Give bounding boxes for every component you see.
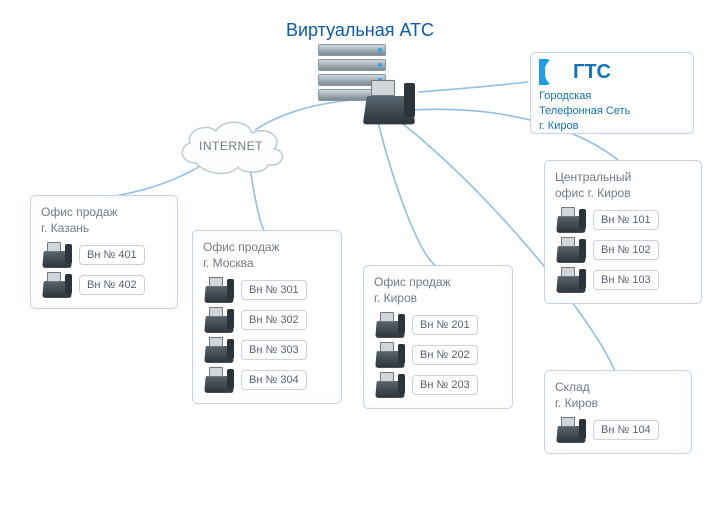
office-title-l1: Офис продаж xyxy=(41,204,167,220)
ext-row: Вн № 303 xyxy=(203,337,331,363)
office-moscow: Офис продаж г. Москва Вн № 301 Вн № 302 … xyxy=(192,230,342,404)
phone-icon xyxy=(374,372,406,398)
office-title-l2: офис г. Киров xyxy=(555,185,691,201)
phone-icon xyxy=(374,312,406,338)
ext-label: Вн № 301 xyxy=(241,280,307,300)
internet-cloud: INTERNET xyxy=(172,115,290,177)
office-title-l1: Офис продаж xyxy=(374,274,502,290)
ext-label: Вн № 302 xyxy=(241,310,307,330)
ext-row: Вн № 302 xyxy=(203,307,331,333)
ext-row: Вн № 402 xyxy=(41,272,167,298)
ext-row: Вн № 201 xyxy=(374,312,502,338)
phone-icon xyxy=(555,237,587,263)
ext-label: Вн № 401 xyxy=(79,245,145,265)
ext-row: Вн № 304 xyxy=(203,367,331,393)
gts-abbr: ГТС xyxy=(573,61,611,84)
phone-icon xyxy=(555,267,587,293)
office-kazan: Офис продаж г. Казань Вн № 401 Вн № 402 xyxy=(30,195,178,309)
ext-row: Вн № 104 xyxy=(555,417,681,443)
office-title-l2: г. Киров xyxy=(374,290,502,306)
ext-label: Вн № 101 xyxy=(593,210,659,230)
office-central: Центральный офис г. Киров Вн № 101 Вн № … xyxy=(544,160,702,304)
ext-label: Вн № 104 xyxy=(593,420,659,440)
gts-box: ГТС Городская Телефонная Сеть г. Киров xyxy=(530,52,694,134)
ext-label: Вн № 203 xyxy=(412,375,478,395)
gts-line1: Городская xyxy=(539,89,685,104)
office-title-l2: г. Москва xyxy=(203,255,331,271)
office-title-l1: Центральный xyxy=(555,169,691,185)
ext-row: Вн № 203 xyxy=(374,372,502,398)
office-title-l2: г. Киров xyxy=(555,395,681,411)
diagram-title: Виртуальная АТС xyxy=(286,20,434,41)
office-kirov-sales: Офис продаж г. Киров Вн № 201 Вн № 202 В… xyxy=(363,265,513,409)
phone-icon xyxy=(203,337,235,363)
ext-label: Вн № 102 xyxy=(593,240,659,260)
ext-row: Вн № 301 xyxy=(203,277,331,303)
ext-label: Вн № 304 xyxy=(241,370,307,390)
phone-icon xyxy=(203,307,235,333)
office-title-l2: г. Казань xyxy=(41,220,167,236)
cloud-label: INTERNET xyxy=(199,139,263,153)
phone-icon xyxy=(555,207,587,233)
ext-row: Вн № 101 xyxy=(555,207,691,233)
office-title-l1: Офис продаж xyxy=(203,239,331,255)
pbx-phone-icon xyxy=(362,80,416,124)
ext-label: Вн № 201 xyxy=(412,315,478,335)
phone-icon xyxy=(41,242,73,268)
gts-logo-icon xyxy=(539,59,567,85)
ext-row: Вн № 401 xyxy=(41,242,167,268)
phone-icon xyxy=(555,417,587,443)
ext-label: Вн № 202 xyxy=(412,345,478,365)
office-warehouse: Склад г. Киров Вн № 104 xyxy=(544,370,692,454)
phone-icon xyxy=(41,272,73,298)
ext-label: Вн № 303 xyxy=(241,340,307,360)
ext-row: Вн № 103 xyxy=(555,267,691,293)
ext-row: Вн № 202 xyxy=(374,342,502,368)
ext-row: Вн № 102 xyxy=(555,237,691,263)
phone-icon xyxy=(203,367,235,393)
ext-label: Вн № 402 xyxy=(79,275,145,295)
gts-line2: Телефонная Сеть xyxy=(539,104,685,119)
phone-icon xyxy=(203,277,235,303)
ext-label: Вн № 103 xyxy=(593,270,659,290)
phone-icon xyxy=(374,342,406,368)
office-title-l1: Склад xyxy=(555,379,681,395)
gts-line3: г. Киров xyxy=(539,119,685,134)
